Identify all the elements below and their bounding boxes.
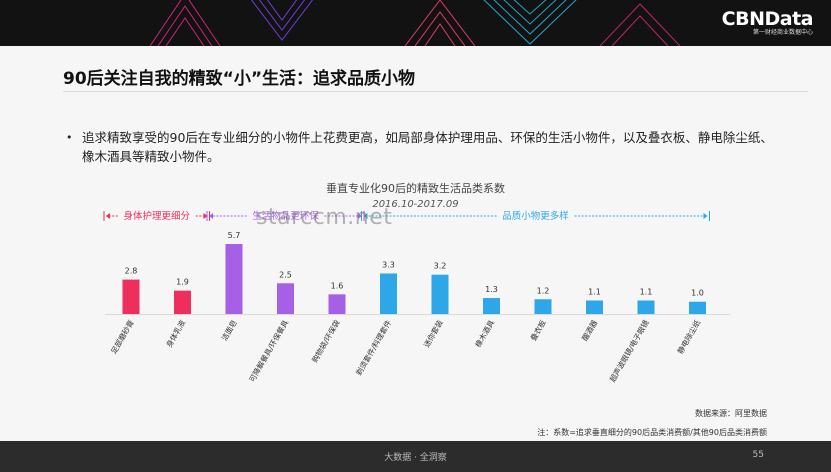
bar-value-label: 1.0 xyxy=(691,289,704,298)
brand-logo: CBNData 第一财经商业数据中心 xyxy=(721,8,814,37)
page-number: 55 xyxy=(752,450,764,460)
category-tick-label: 洁面皂 xyxy=(219,318,239,343)
bar xyxy=(431,274,449,314)
bullet-text: 追求精致享受的90后在专业细分的小物件上花费更高，如局部身体护理用品、环保的生活… xyxy=(82,130,773,164)
arrow-head-icon xyxy=(209,213,213,219)
category-tick-label: 橡木酒具 xyxy=(473,318,497,349)
group-label: 品质小物更多样 xyxy=(502,210,569,222)
arrow-head-icon xyxy=(363,213,368,219)
bar-value-label: 5.7 xyxy=(228,231,241,240)
bar xyxy=(328,294,346,314)
bar-value-label: 1.1 xyxy=(640,287,653,296)
bar-value-label: 1.3 xyxy=(485,285,498,294)
bar xyxy=(225,244,243,314)
bar-value-label: 1.9 xyxy=(176,278,189,287)
category-tick-label: 可降解餐具/环保餐具 xyxy=(247,318,291,384)
category-tick-label: 叠衣板 xyxy=(528,318,548,343)
header-band: CBNData 第一财经商业数据中心 xyxy=(0,0,831,46)
footnote: 注：系数=追求垂直细分的90后品类消费额/其他90后品类消费额 xyxy=(537,428,767,437)
bar-value-label: 3.2 xyxy=(434,262,447,271)
bar-value-label: 1.2 xyxy=(537,286,550,295)
bar xyxy=(277,283,294,314)
bar-value-label: 2.8 xyxy=(125,267,138,276)
bar xyxy=(174,290,191,314)
category-tick-label: 足部磨砂膏 xyxy=(108,318,136,356)
category-tick-label: 购物袋/环保袋 xyxy=(309,318,342,365)
bar xyxy=(689,301,706,314)
data-source: 数据来源：阿里数据 xyxy=(695,409,767,418)
bar xyxy=(380,273,397,314)
bar xyxy=(122,279,140,314)
category-tick-label: 迷你套装 xyxy=(421,318,445,349)
arrow-head-icon xyxy=(203,213,208,219)
bar xyxy=(534,299,552,314)
chart-title: 垂直专业化90后的精致生活品类系数 xyxy=(326,182,505,195)
bullet-icon: • xyxy=(66,131,73,144)
bar-value-label: 3.3 xyxy=(382,260,395,269)
bar-value-label: 2.5 xyxy=(279,270,292,279)
group-label: 身体护理更细分 xyxy=(123,210,190,222)
brand-tagline: 第一财经商业数据中心 xyxy=(752,29,813,36)
category-tick-label: 醒酒器 xyxy=(580,318,599,342)
bar xyxy=(483,298,500,314)
title-divider xyxy=(63,91,808,92)
footer-bar: 大数据 · 全洞察 55 xyxy=(0,441,831,472)
category-tick-label: 超声波眼镜/电子眼镜 xyxy=(607,318,651,384)
bar-chart: 身体护理更细分 生活物品更环保 品质小物更多样 2.8 足部磨砂膏 1.9 身体乳液 5.7 洁… xyxy=(103,210,730,384)
watermark: starccm.net xyxy=(256,205,393,230)
bar xyxy=(586,300,603,314)
bar xyxy=(637,300,655,314)
bar-value-label: 1.1 xyxy=(588,287,601,296)
category-tick-label: 身体乳液 xyxy=(164,318,188,349)
group-label: 生活物品更环保 xyxy=(252,210,319,222)
chart-subtitle: 2016.10-2017.09 xyxy=(372,199,459,210)
arrow-head-icon xyxy=(106,213,110,219)
header-decoration xyxy=(149,0,681,46)
arrow-head-icon xyxy=(358,213,362,219)
category-tick-label: 静电除尘纸 xyxy=(675,318,703,356)
bar-value-label: 1.6 xyxy=(331,281,344,290)
footer-slogan: 大数据 · 全洞察 xyxy=(384,453,447,463)
brand-name: CBNData xyxy=(721,8,814,30)
arrow-head-icon xyxy=(703,213,708,219)
category-tick-label: 剃须套件/料理套件 xyxy=(353,318,393,378)
page-title: 90后关注自我的精致“小”生活：追求品质小物 xyxy=(63,69,416,89)
